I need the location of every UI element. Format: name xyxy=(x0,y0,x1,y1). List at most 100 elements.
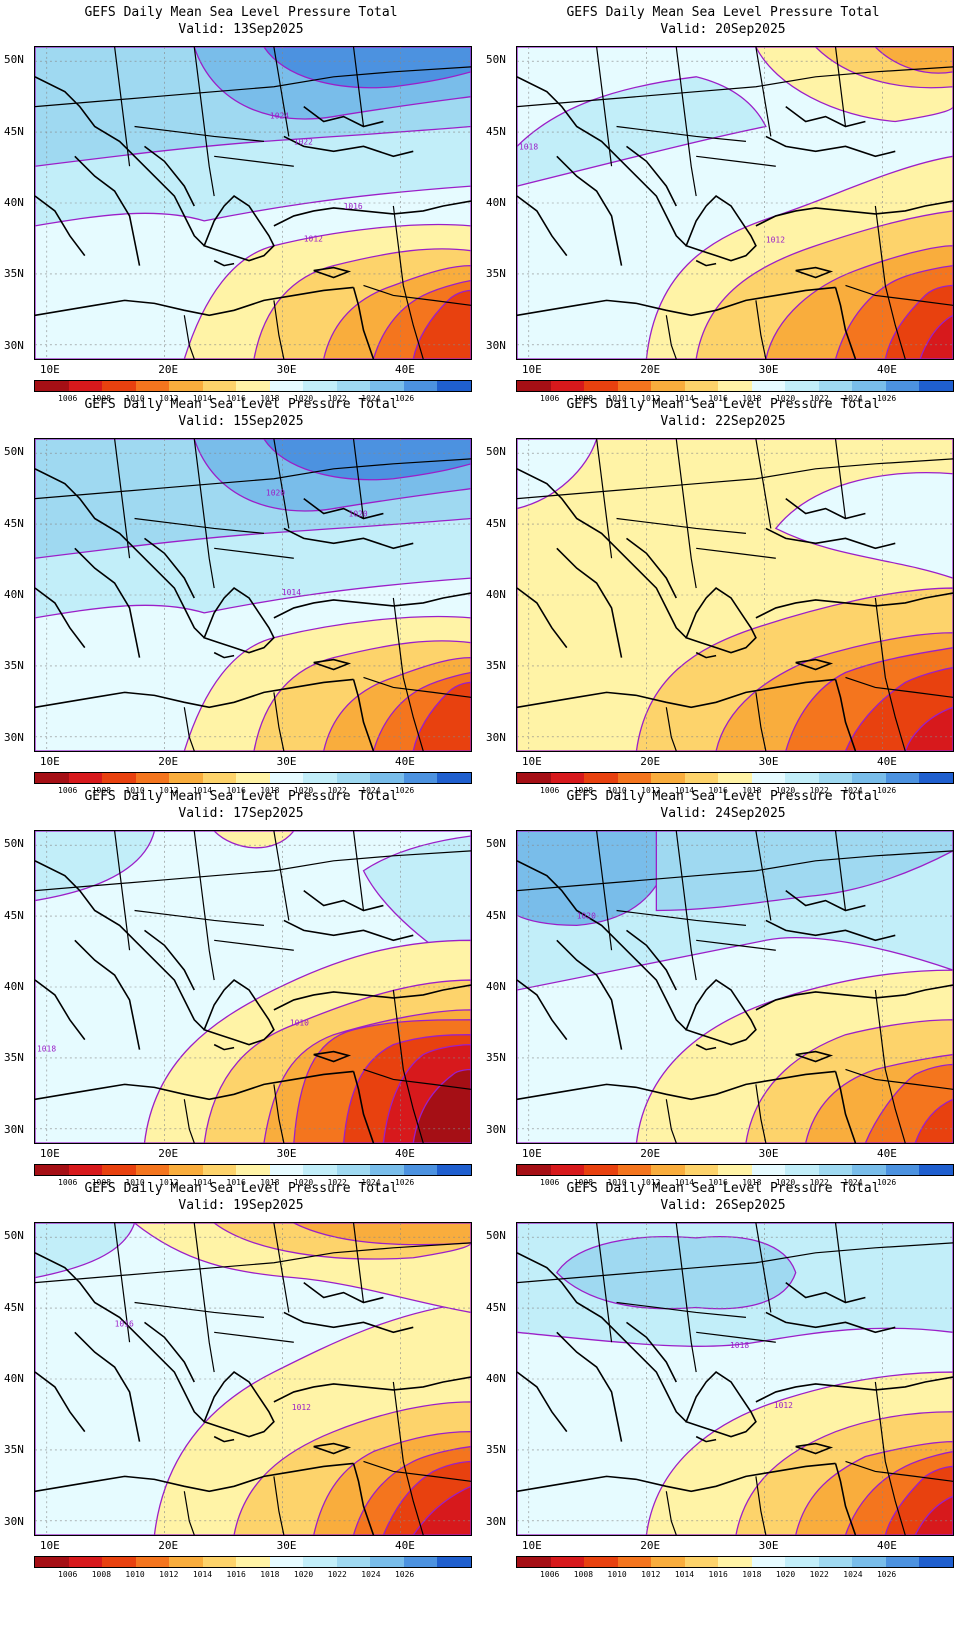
coastline xyxy=(273,200,471,227)
color-swatch xyxy=(202,381,237,391)
country-border xyxy=(214,939,294,951)
colorbar-label: 1020 xyxy=(775,1570,796,1579)
lat-label: 35N xyxy=(486,659,506,673)
colorbar-label: 1022 xyxy=(327,786,347,795)
color-swatch xyxy=(785,381,819,391)
pressure-band xyxy=(412,1485,471,1535)
country-border xyxy=(114,1223,131,1343)
color-swatch xyxy=(617,1165,652,1175)
lat-label: 40N xyxy=(486,980,506,993)
colorbar-label: 1010 xyxy=(125,786,145,795)
color-swatch xyxy=(68,1557,103,1567)
country-border xyxy=(616,909,747,926)
pressure-band xyxy=(904,706,953,751)
country-border xyxy=(114,831,131,951)
colorbar-label: 1016 xyxy=(708,786,728,795)
color-swatch xyxy=(236,773,270,783)
pressure-band xyxy=(919,314,953,359)
country-border xyxy=(696,155,776,167)
country-border xyxy=(665,1491,677,1535)
color-swatch xyxy=(403,773,438,783)
colorbar-label: 1008 xyxy=(573,1570,594,1579)
color-swatch xyxy=(236,1165,270,1175)
country-border xyxy=(214,155,294,167)
colorbar-label: 1010 xyxy=(607,1178,627,1187)
country-border xyxy=(845,1460,953,1482)
lon-label: 40E xyxy=(877,1539,897,1552)
country-border xyxy=(755,300,767,359)
lon-label: 10E xyxy=(521,363,542,376)
lat-label: 40N xyxy=(486,196,506,209)
coastline xyxy=(695,1043,717,1051)
color-swatch xyxy=(336,1557,371,1567)
lon-label: 40E xyxy=(395,755,415,768)
pressure-field: 1020 xyxy=(517,831,953,1143)
color-swatch xyxy=(437,1165,471,1175)
lat-label: 30N xyxy=(486,730,506,744)
colorbar-label: 1006 xyxy=(540,786,560,795)
country-border xyxy=(834,831,847,911)
color-swatch xyxy=(68,773,103,783)
lat-label: 50N xyxy=(486,53,506,67)
colorbar-label: 1016 xyxy=(708,394,728,403)
panel-valid-date: Valid: 24Sep2025 xyxy=(660,806,786,821)
coastline xyxy=(313,658,352,671)
lat-label: 30N xyxy=(486,1122,506,1136)
pressure-band xyxy=(555,1236,797,1310)
coastline xyxy=(834,1071,857,1143)
color-swatch xyxy=(651,381,685,391)
color-swatch xyxy=(751,381,786,391)
pressure-map: 1018 1012 xyxy=(516,46,954,360)
coastline xyxy=(352,287,375,359)
coastline xyxy=(785,497,866,520)
colorbar-label: 1026 xyxy=(876,1570,897,1579)
lon-label: 20E xyxy=(158,1147,179,1160)
colorbar-label: 1020 xyxy=(775,394,796,403)
coastline xyxy=(203,979,275,1046)
coastline xyxy=(144,145,195,207)
coastline xyxy=(35,587,86,649)
color-swatch xyxy=(550,773,585,783)
color-swatch xyxy=(35,1165,69,1175)
coastline xyxy=(626,537,677,599)
color-swatch xyxy=(617,381,652,391)
pressure-band xyxy=(213,831,295,849)
coastline xyxy=(74,155,141,266)
lon-label: 40E xyxy=(395,1539,415,1552)
color-swatch xyxy=(517,1165,551,1175)
color-swatch xyxy=(303,773,337,783)
country-border xyxy=(183,1491,195,1535)
country-border xyxy=(392,205,424,359)
lat-label: 35N xyxy=(4,267,24,281)
colorbar-label: 1006 xyxy=(58,786,78,795)
colorbar-label: 1022 xyxy=(809,1178,829,1187)
pressure-band xyxy=(35,1223,136,1279)
color-swatch xyxy=(336,381,371,391)
lon-label: 30E xyxy=(758,755,779,768)
color-swatch xyxy=(919,1557,953,1567)
country-border xyxy=(755,692,767,751)
colorbar-label: 1012 xyxy=(159,1570,179,1579)
panel-title: GEFS Daily Mean Sea Level Pressure Total xyxy=(566,397,880,412)
colorbar-label: 1008 xyxy=(573,1178,594,1187)
country-border xyxy=(273,1223,290,1313)
country-border xyxy=(273,692,285,751)
coastline xyxy=(556,1331,623,1442)
color-swatch xyxy=(169,773,203,783)
lat-label: 30N xyxy=(486,338,506,352)
color-swatch xyxy=(919,1165,953,1175)
lat-label: 45N xyxy=(486,1300,506,1314)
country-border xyxy=(834,1223,847,1303)
coastline xyxy=(273,984,471,1011)
coastline xyxy=(35,76,205,247)
color-bar xyxy=(516,380,954,392)
coastline xyxy=(144,929,195,991)
colorbar-label: 1014 xyxy=(192,1570,213,1579)
country-border xyxy=(616,1301,747,1318)
coastline xyxy=(313,1050,352,1063)
color-swatch xyxy=(885,1165,920,1175)
colorbar-label: 1024 xyxy=(361,1178,381,1187)
colorbar-label: 1016 xyxy=(708,1178,728,1187)
colorbar-label: 1024 xyxy=(843,786,863,795)
colorbar-label: 1026 xyxy=(394,786,415,795)
